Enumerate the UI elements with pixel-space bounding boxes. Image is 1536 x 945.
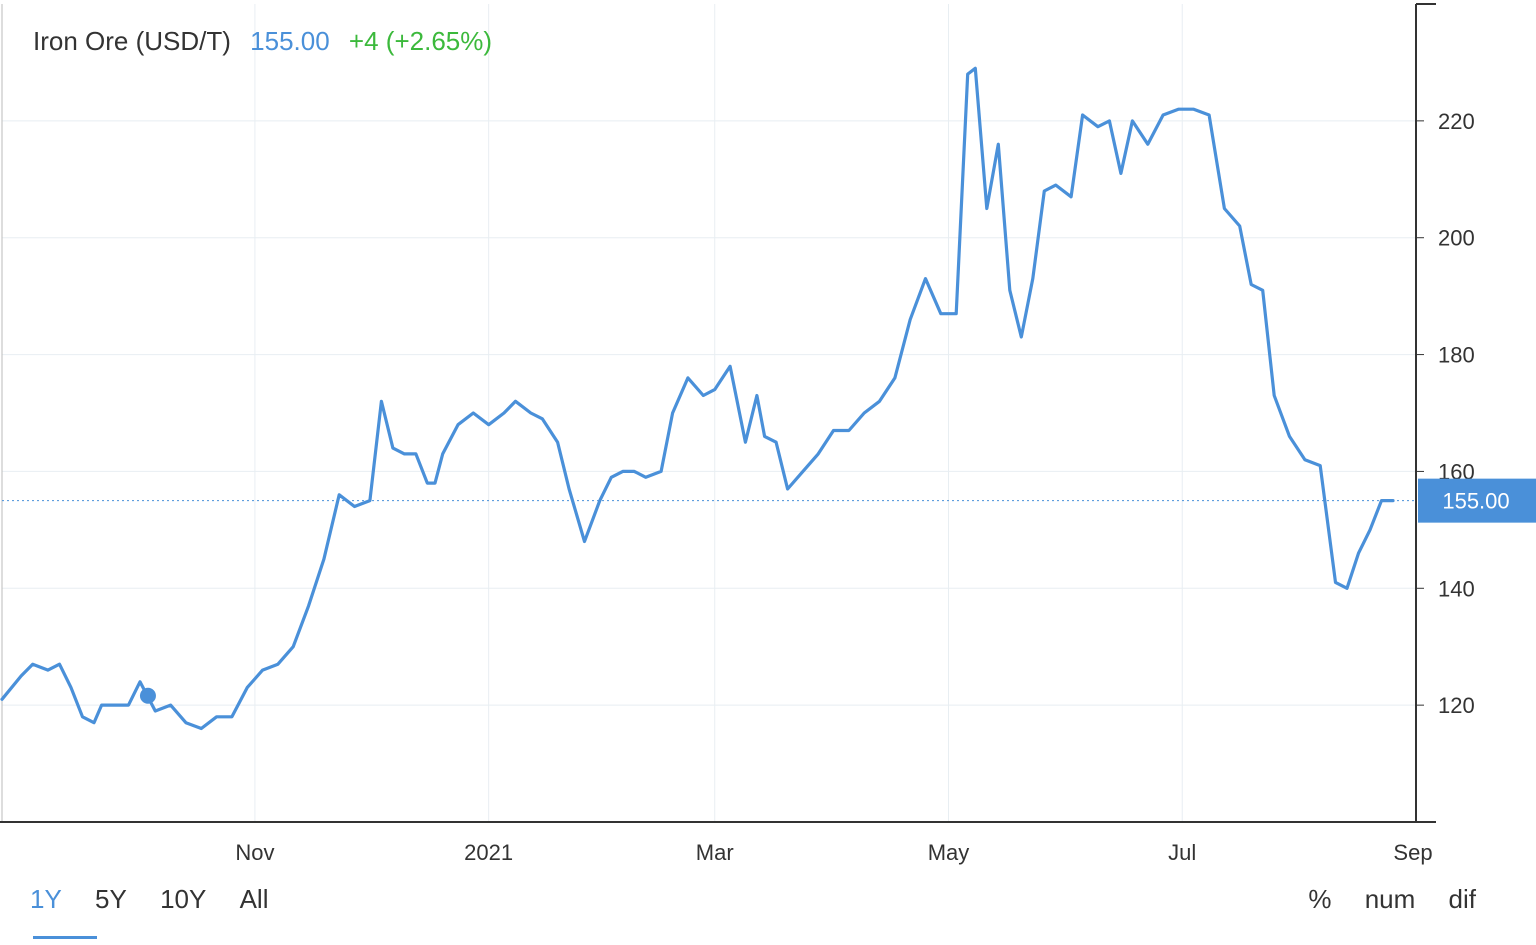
y-tick-label: 120 — [1438, 693, 1475, 718]
range-all-button[interactable]: All — [239, 884, 269, 914]
range-10y-button[interactable]: 10Y — [160, 884, 207, 914]
y-tick-label: 200 — [1438, 226, 1475, 251]
active-range-underline — [33, 936, 97, 939]
x-tick-label: 2021 — [464, 840, 513, 865]
last-value-badge — [1418, 478, 1536, 523]
legend-change: +4 (+2.65%) — [348, 26, 493, 56]
last-value-badge-text: 155.00 — [1442, 489, 1509, 514]
x-tick-label: Mar — [696, 840, 734, 865]
legend-price: 155.00 — [250, 26, 330, 56]
range-selector: 1Y 5Y 10Y All — [30, 884, 295, 915]
range-1y-button[interactable]: 1Y — [30, 884, 62, 914]
series-marker-dot — [139, 687, 156, 704]
legend-series-name: Iron Ore (USD/T) — [33, 26, 231, 56]
chart-legend: Iron Ore (USD/T) 155.00 +4 (+2.65%) — [33, 26, 504, 57]
mode-percent-button[interactable]: % — [1308, 884, 1332, 914]
price-series-line — [0, 66, 1395, 731]
mode-num-button[interactable]: num — [1364, 884, 1416, 914]
mode-selector: % num dif — [1282, 884, 1476, 915]
x-tick-label: May — [928, 840, 970, 865]
x-tick-label: Nov — [235, 840, 274, 865]
x-tick-label: Sep — [1393, 840, 1432, 865]
mode-dif-button[interactable]: dif — [1448, 884, 1476, 914]
range-5y-button[interactable]: 5Y — [95, 884, 127, 914]
y-tick-label: 220 — [1438, 109, 1475, 134]
x-tick-label: Jul — [1168, 840, 1196, 865]
y-tick-label: 180 — [1438, 343, 1475, 368]
y-tick-label: 140 — [1438, 576, 1475, 601]
